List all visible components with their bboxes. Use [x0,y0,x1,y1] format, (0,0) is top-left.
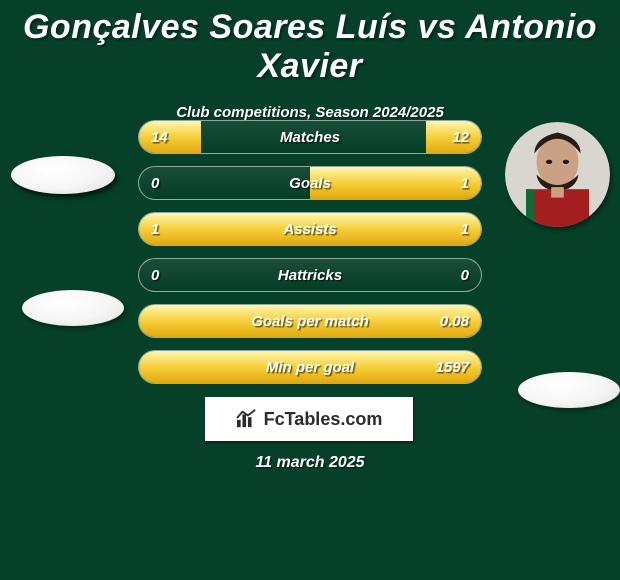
player-right-avatar [505,122,610,227]
date: 11 march 2025 [0,454,620,472]
avatar-placeholder-icon [11,156,115,194]
stat-value-right: 1 [461,213,469,246]
player-left-flag [22,290,124,326]
stat-label: Goals per match [139,305,481,338]
stat-row: Min per goal1597 [138,350,482,384]
person-icon [505,122,610,227]
stat-label: Min per goal [139,351,481,384]
source-logo: FcTables.com [205,397,413,441]
stat-label: Matches [139,121,481,154]
stat-row: 0Goals1 [138,166,482,200]
stat-row: 0Hattricks0 [138,258,482,292]
logo-text: FcTables.com [264,409,383,430]
page-title: Gonçalves Soares Luís vs Antonio Xavier [0,0,620,86]
stat-value-right: 0 [461,259,469,292]
stat-label: Assists [139,213,481,246]
stats-chart: 14Matches120Goals11Assists10Hattricks0Go… [138,120,482,396]
stat-value-right: 12 [452,121,469,154]
player-left-avatar [10,122,115,227]
stat-label: Hattricks [139,259,481,292]
bar-chart-icon [236,409,258,429]
stat-label: Goals [139,167,481,200]
stat-row: 14Matches12 [138,120,482,154]
stat-value-right: 1 [461,167,469,200]
player-right-flag [518,372,620,408]
stat-value-right: 0.08 [440,305,469,338]
stat-row: Goals per match0.08 [138,304,482,338]
stat-value-right: 1597 [436,351,469,384]
stat-row: 1Assists1 [138,212,482,246]
